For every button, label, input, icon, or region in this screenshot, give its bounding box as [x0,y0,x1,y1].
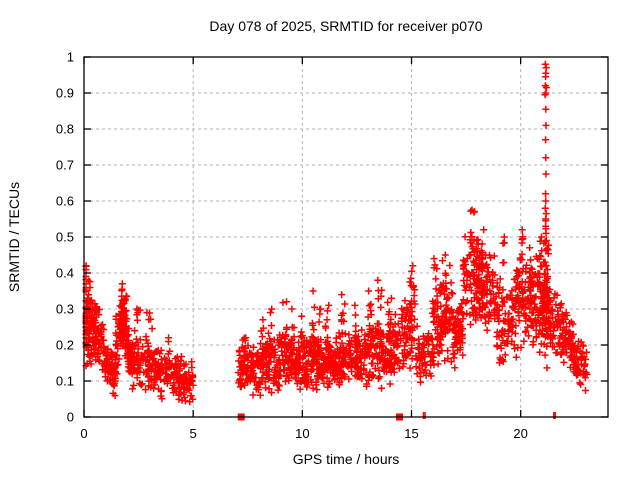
svg-text:0: 0 [80,426,87,441]
svg-text:0.7: 0.7 [56,158,74,173]
data-points [82,206,591,406]
svg-text:0.2: 0.2 [56,338,74,353]
svg-text:0.3: 0.3 [56,302,74,317]
outlier-points [541,60,550,237]
svg-text:15: 15 [404,426,418,441]
svg-text:0.5: 0.5 [56,230,74,245]
svg-text:0.1: 0.1 [56,374,74,389]
svg-text:0: 0 [67,410,74,425]
x-axis-label: GPS time / hours [292,451,400,467]
svg-text:0.6: 0.6 [56,194,74,209]
svg-text:0.9: 0.9 [56,86,74,101]
svg-text:0.4: 0.4 [56,266,74,281]
chart-title: Day 078 of 2025, SRMTID for receiver p07… [209,18,483,34]
svg-text:1: 1 [67,50,74,65]
svg-text:20: 20 [513,426,527,441]
zero-axis-markers [237,412,556,421]
svg-text:0.8: 0.8 [56,122,74,137]
tick-labels: 0 5 10 15 20 0 0.1 0.2 0.3 0.4 0.5 0.6 0.7 0.8 0.9 1 [56,50,528,442]
svg-text:10: 10 [295,426,309,441]
tick-marks [83,56,608,418]
svg-text:5: 5 [190,426,197,441]
